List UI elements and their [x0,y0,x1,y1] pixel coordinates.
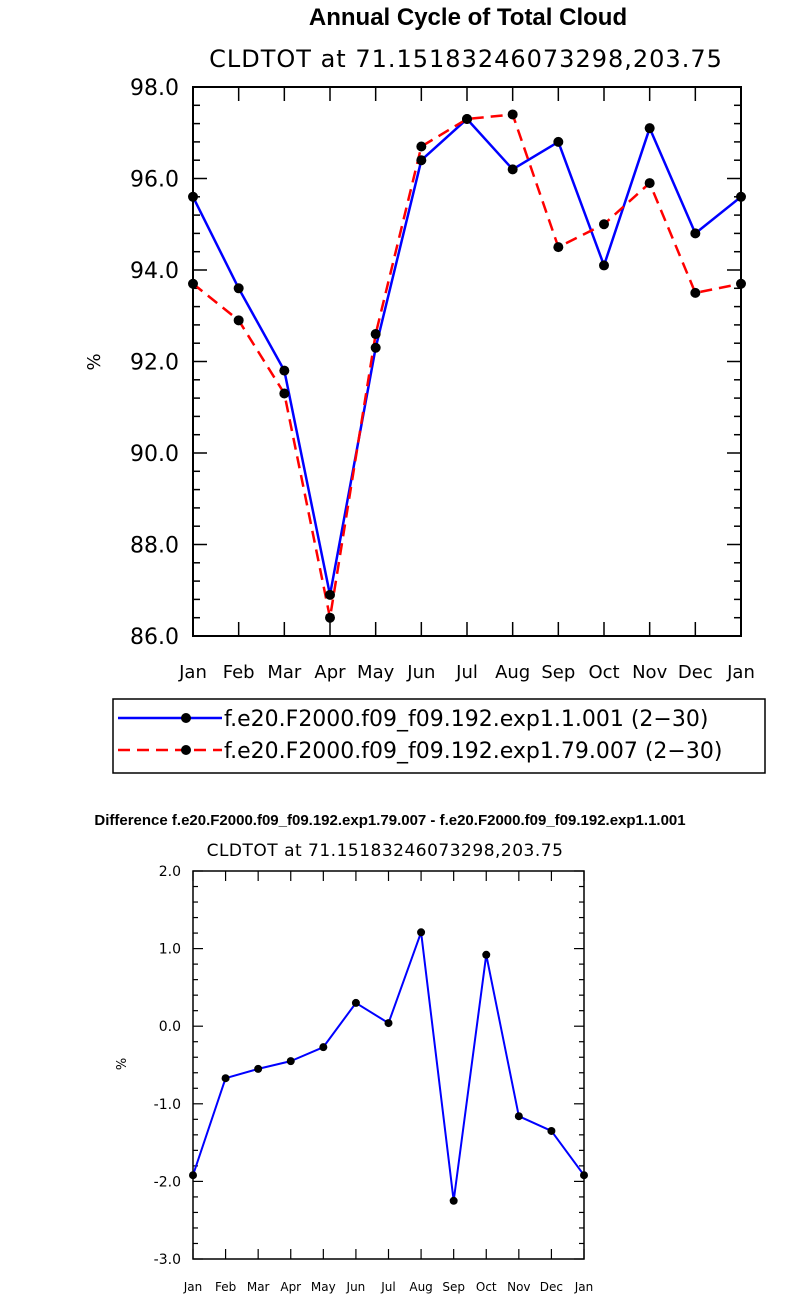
chart2-title: Difference f.e20.F2000.f09_f09.192.exp1.… [94,812,685,829]
chart2-series-1-point [286,1057,295,1066]
chart2-series-1-point [351,998,360,1007]
chart2-xtick-label: Jan [183,1280,203,1294]
chart1-subtitle: CLDTOT at 71.15183246073298,203.75 [209,45,723,73]
chart1-series-2-point [507,109,518,120]
chart2-series-1-point [547,1126,556,1135]
chart2-ytick-label: 1.0 [159,942,181,958]
chart2-series-1-point [189,1171,197,1180]
chart2-xtick-label: Jul [380,1280,395,1294]
chart1-series-2-point [233,315,244,326]
chart1-frame [192,86,742,637]
chart1-xtick-label: Jun [406,662,435,683]
chart1-series-1-line [191,117,742,597]
chart2-xtick-label: Mar [247,1280,270,1294]
chart1-xtick-label: Jan [726,662,755,683]
chart1-series-2-point [188,278,198,289]
chart1-xtick-label: Jul [455,662,478,683]
chart2-xtick-label: Aug [409,1280,432,1294]
chart2-ytick-label: 2.0 [159,864,181,880]
chart1-series-2-point [690,287,701,298]
chart2-series-1-point [221,1074,230,1083]
chart2-series-1-point [514,1112,523,1121]
chart1-series-1-point [599,260,609,271]
chart2-series-1-point [384,1019,393,1028]
chart1-ytick-label: 94.0 [130,259,179,284]
chart1-series-1-point [507,164,518,175]
chart2-xtick-label: Sep [442,1280,465,1294]
chart2-xtick-label: May [311,1280,336,1294]
chart1-xtick-label: Apr [314,662,346,683]
chart2-ytick-label: 0.0 [159,1019,181,1035]
chart1-ytick-label: 88.0 [130,533,179,558]
chart2-ytick-label: -3.0 [154,1252,181,1268]
chart1-xtick-label: Aug [495,662,530,683]
chart1-legend: f.e20.F2000.f09_f09.192.exp1.1.001 (2−30… [112,698,766,774]
chart2-xtick-label: Oct [476,1280,497,1294]
legend-box [112,698,766,774]
chart1-ytick-label: 96.0 [130,167,179,192]
chart2-plot: -3.0 -2.0 -1.0 0.0 1.0 2.0 Jan Feb Mar Apr May Jun J… [154,864,594,1294]
chart2-ylabel: % [115,1058,130,1070]
chart1-xtick-label: Sep [541,662,575,683]
chart1-ytick-label: 98.0 [130,76,179,101]
chart1-series-2-point [279,388,290,399]
chart2-xtick-label: Feb [215,1280,236,1294]
chart1-plot: 86.0 88.0 90.0 92.0 94.0 96.0 98.0 Jan Feb Mar Apr… [130,76,755,683]
chart2-series-1-point [417,928,426,937]
chart1-series-1-point [188,191,198,202]
legend-label-series2: f.e20.F2000.f09_f09.192.exp1.79.007 (2−3… [224,739,722,764]
chart1-ytick-label: 90.0 [130,442,179,467]
chart1-series-1-point [690,228,701,239]
chart1-series-2-point [462,114,472,125]
chart1-xtick-label: May [357,662,395,683]
chart2-xtick-label: Jun [346,1280,366,1294]
chart1-ylabel: % [84,353,105,370]
chart2-series-1-line [192,931,585,1202]
chart2-ytick-label: -1.0 [154,1097,181,1113]
chart1-xtick-label: Dec [678,662,713,683]
chart1-series-1-point [279,365,290,376]
chart2-series-1-point [580,1171,588,1180]
legend-label-series1: f.e20.F2000.f09_f09.192.exp1.1.001 (2−30… [224,707,708,732]
chart1-series-1-point [370,342,381,353]
chart1-ytick-label: 92.0 [130,350,179,375]
chart1-series-2-point [416,141,427,152]
chart1-series-2-point [370,329,381,340]
chart2-xtick-label: Jan [574,1280,594,1294]
chart1-series-2-point [736,278,746,289]
chart1-xtick-label: Oct [588,662,619,683]
chart1-series-2-point [553,242,564,253]
legend-marker-series2 [181,745,191,755]
chart2-xtick-label: Dec [540,1280,563,1294]
chart2-subtitle: CLDTOT at 71.15183246073298,203.75 [207,841,564,861]
chart1-ytick-label: 86.0 [130,625,179,650]
legend-marker-series1 [181,713,191,723]
chart1-xtick-label: Feb [223,662,255,683]
chart1-series-1-point [416,155,427,166]
chart2-series-1-point [482,950,491,959]
chart1-series-2-point [325,612,335,623]
chart1-xtick-label: Nov [632,662,667,683]
chart2-xtick-label: Apr [280,1280,301,1294]
chart1-series-2-point [599,219,609,230]
chart1-series-1-point [233,283,244,294]
chart2-xtick-label: Nov [507,1280,530,1294]
chart1-series-2-point [644,178,655,189]
chart1-series-1-point [553,136,564,147]
chart1-series-1-point [736,191,746,202]
chart1-series-1-point [325,589,335,600]
chart1-title: Annual Cycle of Total Cloud [309,4,627,31]
chart1-xtick-label: Jan [178,662,207,683]
chart2-series-1-point [254,1064,263,1073]
chart1-xtick-label: Mar [267,662,302,683]
chart1-series-1-point [644,123,655,134]
chart2-frame [192,870,585,1260]
chart2-ytick-label: -2.0 [154,1174,181,1190]
chart1-series-2-line [192,113,742,619]
chart2-series-1-point [449,1196,458,1205]
chart2-series-1-point [319,1043,328,1052]
